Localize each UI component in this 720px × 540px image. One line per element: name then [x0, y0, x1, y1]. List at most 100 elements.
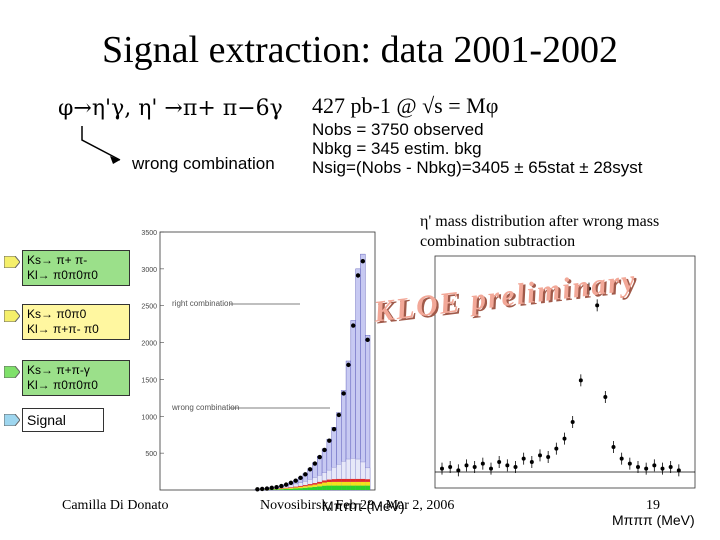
data-point — [317, 454, 322, 460]
background-bar — [331, 485, 337, 490]
data-point — [619, 456, 624, 461]
footer-author: Camilla Di Donato — [62, 498, 169, 513]
data-point — [327, 438, 332, 443]
decay-chain: φ→η'γ, η' →π+ π−6γ — [58, 96, 283, 121]
x-axis-label-left: Mπππ (MeV) — [322, 498, 405, 514]
left-histogram: 3500 3000 2500 2000 1500 1000 500 right combin… — [141, 230, 376, 492]
legend-tag-icon — [4, 310, 20, 322]
right-histogram — [434, 255, 696, 489]
right-plot-frame — [434, 255, 696, 489]
slide-title: Signal extraction: data 2001-2002 — [101, 29, 619, 71]
background-bar — [341, 481, 347, 486]
right-combination-label: right combination — [172, 299, 233, 308]
background-bar — [350, 485, 356, 490]
data-point — [341, 391, 346, 396]
legend-item-2-line2: Kl→ π+π- π0 — [27, 322, 99, 336]
background-bar — [336, 478, 342, 482]
luminosity-text: 427 pb-1 @ √s = Mφ — [312, 93, 499, 118]
legend-item-2: Ks→ π0π0 Kl→ π+π- π0 — [22, 304, 130, 340]
background-bar — [346, 481, 351, 486]
legend-item-1-line2: Kl→ π0π0π0 — [27, 268, 98, 282]
data-point — [279, 483, 284, 489]
n-obs: Nobs = 3750 observed — [312, 120, 484, 139]
background-bar — [360, 478, 366, 482]
page-number: 19 — [646, 498, 660, 513]
background-bar — [350, 478, 356, 482]
background-bar — [341, 478, 347, 482]
background-bar — [293, 488, 299, 490]
background-bar — [293, 487, 299, 489]
background-bar — [326, 485, 332, 490]
legend-item-4-line1: Signal — [27, 412, 66, 428]
data-point — [464, 463, 469, 468]
background-bar — [350, 481, 356, 486]
background-bar — [365, 479, 370, 482]
legend-item-4: Signal — [22, 408, 104, 432]
right-data-points — [440, 282, 681, 477]
background-bar — [278, 489, 284, 490]
background-bar — [322, 485, 327, 490]
background-bar — [322, 480, 327, 483]
data-point — [660, 466, 665, 471]
wrong-combination-label: wrong combination — [132, 154, 275, 173]
legend-item-3: Ks→ π+π-γ Kl→ π0π0π0 — [22, 360, 130, 396]
y-tick-label: 3500 — [141, 230, 157, 237]
y-tick-label: 500 — [145, 451, 157, 458]
background-bar — [336, 485, 342, 490]
data-point — [603, 395, 608, 399]
background-bar — [298, 485, 303, 487]
background-bar — [312, 486, 318, 490]
background-bar — [278, 488, 284, 490]
background-bar — [336, 481, 342, 486]
data-point — [456, 468, 461, 473]
data-point — [587, 286, 591, 291]
left-y-ticks: 3500 3000 2500 2000 1500 1000 500 — [141, 230, 164, 458]
data-point — [480, 461, 485, 466]
right-combination-bar — [360, 253, 366, 491]
data-point — [472, 465, 477, 469]
legend-tag-icon — [4, 414, 20, 426]
background-bar — [355, 481, 361, 486]
y-tick-label: 3000 — [141, 267, 157, 274]
data-point — [529, 460, 534, 464]
wrong-combination-plot-label: wrong combination — [171, 403, 239, 412]
background-bar — [360, 481, 366, 486]
data-point — [274, 484, 279, 490]
data-point — [440, 466, 444, 471]
right-combination-bar — [365, 334, 371, 491]
data-point — [611, 445, 616, 449]
data-point — [562, 436, 567, 441]
data-point — [259, 486, 265, 492]
data-point — [595, 303, 600, 308]
legend-item-3-line2: Kl→ π0π0π0 — [27, 378, 98, 392]
stats-block: Nobs = 3750 observed Nbkg = 345 estim. b… — [312, 120, 642, 177]
background-bar — [293, 486, 299, 488]
background-bar — [302, 487, 308, 490]
background-bar — [298, 486, 303, 489]
data-point — [554, 446, 559, 451]
data-point — [538, 453, 542, 458]
background-bar — [274, 489, 279, 490]
background-bar — [360, 485, 366, 490]
background-bar — [317, 486, 323, 490]
data-point — [546, 455, 551, 459]
y-tick-label: 1000 — [141, 414, 157, 421]
background-bar — [355, 478, 361, 482]
background-bar — [365, 481, 370, 486]
background-bar — [312, 483, 318, 485]
background-bar — [288, 487, 294, 488]
y-tick-label: 2000 — [141, 341, 157, 348]
data-point — [644, 466, 649, 471]
background-bar — [302, 485, 308, 487]
data-point — [360, 258, 366, 264]
background-bar — [346, 485, 351, 490]
background-bar — [307, 487, 313, 490]
background-bar — [283, 488, 289, 490]
background-bar — [298, 488, 303, 490]
background-bar — [365, 485, 370, 490]
data-point — [346, 362, 351, 368]
data-point — [307, 467, 313, 472]
background-bar — [283, 488, 289, 489]
right-combination-bar — [355, 268, 361, 491]
data-point — [668, 465, 673, 469]
